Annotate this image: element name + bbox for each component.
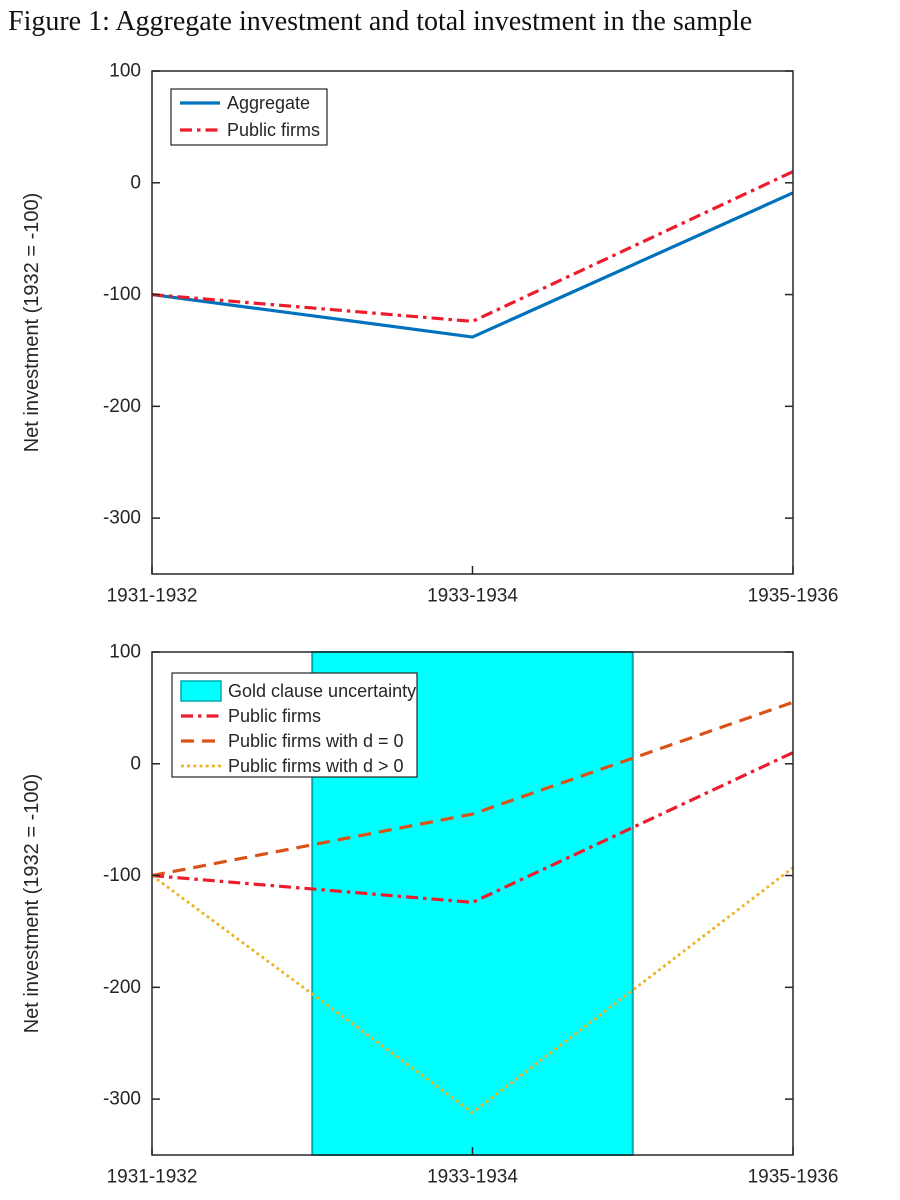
y-axis-title: Net investment (1932 = -100) [21,774,43,1034]
y-tick-label: 0 [130,753,141,774]
x-tick-label: 1931-1932 [107,1167,198,1188]
legend-box [170,88,328,146]
series-line-aggregate [151,191,794,339]
y-tick-label: -300 [103,1089,141,1110]
series-line-public-firms-with-d-0 [151,866,794,1115]
legend-label: Public firms with d > 0 [228,756,404,776]
legend-label: Public firms with d = 0 [228,731,404,751]
series-line-public-firms [151,170,794,324]
y-tick-label: -300 [103,508,141,529]
y-tick-label: -100 [103,284,141,305]
y-tick-label: 100 [109,61,141,82]
y-tick-label: -200 [103,396,141,417]
legend-label: Public firms [227,120,320,140]
x-tick-label: 1931-1932 [107,586,198,607]
legend-swatch-band [180,680,222,702]
legend-label: Gold clause uncertainty [228,681,416,701]
x-tick-label: 1933-1934 [427,1167,518,1188]
legend-label: Aggregate [227,93,310,113]
legend-label: Public firms [228,706,321,726]
series-line-public-firms-with-d-0 [151,700,794,878]
y-axis-title: Net investment (1932 = -100) [21,193,43,453]
y-tick-label: 100 [109,642,141,663]
y-tick-label: 0 [130,172,141,193]
x-tick-label: 1935-1936 [748,586,839,607]
y-tick-label: -200 [103,977,141,998]
x-tick-label: 1933-1934 [427,586,518,607]
x-tick-label: 1935-1936 [748,1167,839,1188]
figure-caption: Figure 1: Aggregate investment and total… [8,6,753,37]
plot-box [151,70,794,575]
series-line-public-firms [151,751,794,905]
y-tick-label: -100 [103,865,141,886]
